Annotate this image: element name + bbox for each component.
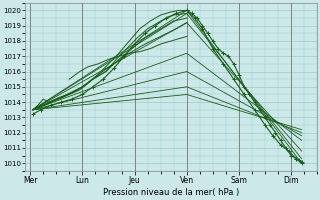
X-axis label: Pression niveau de la mer( hPa ): Pression niveau de la mer( hPa ) xyxy=(103,188,239,197)
